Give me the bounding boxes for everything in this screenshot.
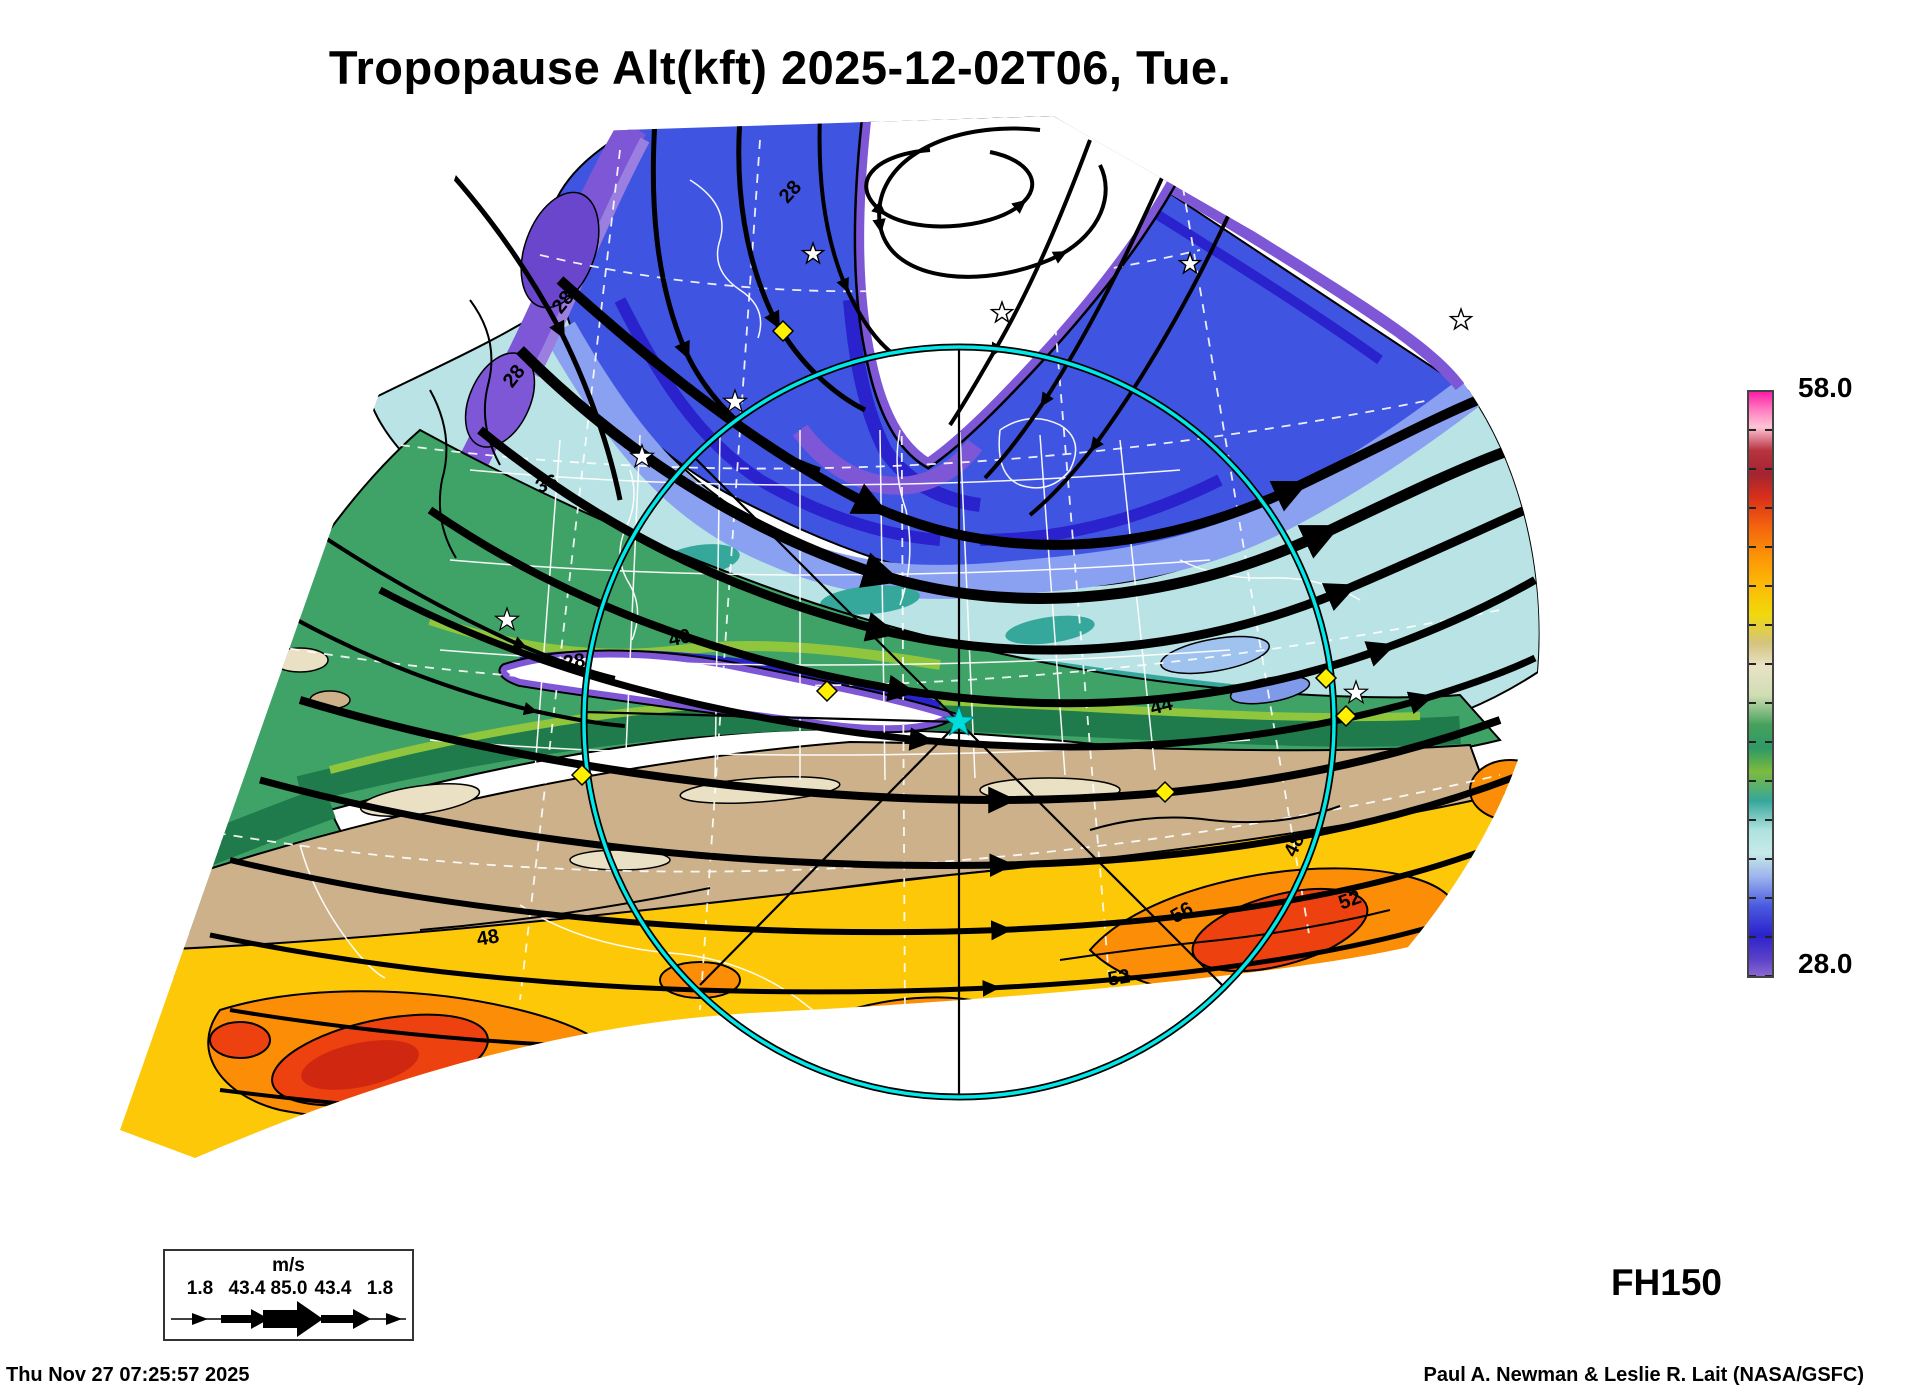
wind-legend-speed: 1.8 — [366, 1278, 394, 1299]
diamond-marker-icon — [1334, 704, 1358, 728]
wind-legend-speed: 43.4 — [314, 1278, 352, 1299]
diamond-marker-icon — [570, 763, 594, 787]
thin-contours — [419, 299, 1391, 961]
contour-fill-field — [120, 116, 1540, 1158]
star-marker-icon — [628, 443, 656, 469]
colorbar-min-label: 28.0 — [1798, 948, 1853, 979]
credit-line: Paul A. Newman & Leslie R. Lait (NASA/GS… — [1423, 1364, 1864, 1386]
wind-streamlines — [198, 116, 1537, 1120]
colorbar-ticks-left — [1749, 392, 1756, 976]
open-star-marker-icon — [989, 299, 1015, 324]
forecast-hour-label: FH150 — [1610, 1262, 1722, 1303]
ring-radial-line — [583, 710, 960, 724]
diamond-marker-icon — [1153, 780, 1177, 804]
diamond-marker-icon — [1314, 666, 1338, 690]
star-marker-icon — [721, 388, 749, 414]
wind-legend-speed: 85.0 — [270, 1278, 308, 1299]
range-ring-circle — [582, 345, 1336, 1099]
colorbar — [1747, 390, 1774, 978]
contour-value-label: 28 — [562, 650, 587, 675]
colorbar-max-label: 58.0 — [1798, 372, 1853, 403]
page-title: Tropopause Alt(kft) 2025-12-02T06, Tue. — [328, 41, 1232, 94]
open-star-marker-icon — [1448, 306, 1474, 331]
diamond-marker-icon — [815, 679, 839, 703]
ring-radial-line — [699, 721, 960, 986]
wind-legend-speed: 43.4 — [228, 1278, 266, 1299]
star-marker-icon — [493, 606, 521, 632]
wind-legend-speed: 1.8 — [186, 1278, 214, 1299]
open-star-marker-icon — [800, 240, 826, 265]
wind-speed-legend: m/s 1.8 43.4 85.0 43.4 1.8 — [163, 1249, 414, 1341]
generation-timestamp: Thu Nov 27 07:25:57 2025 — [6, 1364, 250, 1386]
ring-center-star-icon — [942, 704, 976, 737]
contour-value-label: 40 — [667, 625, 693, 651]
wind-legend-units: m/s — [272, 1255, 305, 1276]
graticule — [199, 129, 1501, 1021]
colorbar-ticks-right — [1765, 392, 1772, 976]
range-ring — [580, 343, 1338, 1101]
diamond-marker-icon — [771, 319, 795, 343]
contour-value-label: 48 — [475, 925, 501, 951]
open-star-marker-icon — [1177, 250, 1203, 275]
wind-legend-arrows — [171, 1301, 406, 1337]
site-markers — [493, 240, 1474, 804]
contour-value-label: 52 — [1106, 965, 1132, 991]
star-marker-icon — [1342, 679, 1370, 705]
